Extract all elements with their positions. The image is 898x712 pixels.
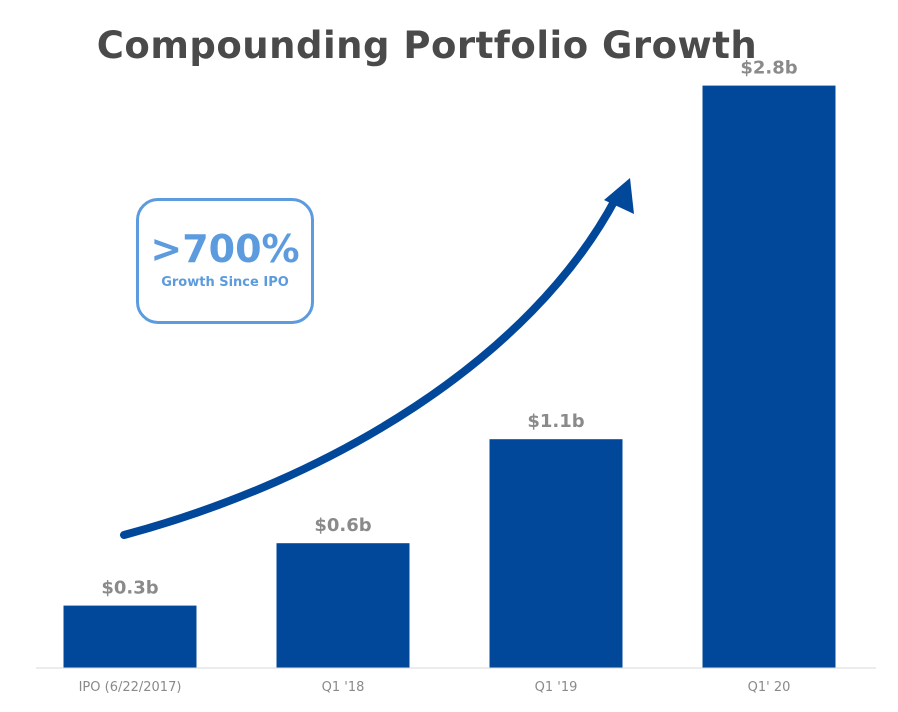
value-label-ipo-6-22-2017: $0.3b xyxy=(101,578,158,599)
x-tick-label-q1-19: Q1 '19 xyxy=(535,680,578,695)
growth-caption: Growth Since IPO xyxy=(139,275,311,290)
growth-percentage: >700% xyxy=(139,229,311,269)
growth-callout-box: >700% Growth Since IPO xyxy=(136,198,314,324)
bar-q1-19 xyxy=(490,439,623,668)
value-label-q1-18: $0.6b xyxy=(314,515,371,536)
value-label-q1-19: $1.1b xyxy=(527,411,584,432)
value-label-q1-20: $2.8b xyxy=(740,58,797,79)
bar-q1-20 xyxy=(703,86,836,668)
x-tick-label-q1-18: Q1 '18 xyxy=(322,680,365,695)
bar-ipo-6-22-2017 xyxy=(64,606,197,668)
labels-layer: $0.3b IPO (6/22/2017) $0.6b Q1 '18 $1.1b Q1 '… xyxy=(79,58,798,695)
x-tick-label-ipo-6-22-2017: IPO (6/22/2017) xyxy=(79,680,182,695)
x-tick-label-q1-20: Q1' 20 xyxy=(748,680,791,695)
bars-layer xyxy=(64,86,836,668)
bar-q1-18 xyxy=(277,543,410,668)
